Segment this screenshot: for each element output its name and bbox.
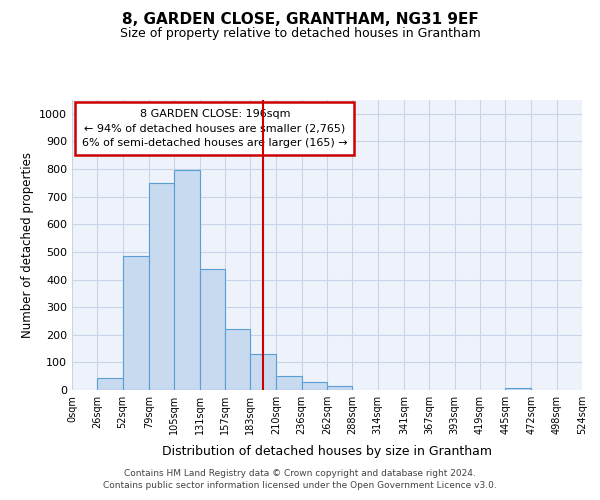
Bar	[122, 256, 149, 390]
Y-axis label: Number of detached properties: Number of detached properties	[20, 152, 34, 338]
Bar	[225, 329, 250, 390]
Bar	[277, 376, 302, 390]
Text: 8, GARDEN CLOSE, GRANTHAM, NG31 9EF: 8, GARDEN CLOSE, GRANTHAM, NG31 9EF	[122, 12, 478, 28]
Text: Size of property relative to detached houses in Grantham: Size of property relative to detached ho…	[119, 28, 481, 40]
Bar	[250, 354, 277, 390]
X-axis label: Distribution of detached houses by size in Grantham: Distribution of detached houses by size …	[162, 446, 492, 458]
Text: Contains HM Land Registry data © Crown copyright and database right 2024.: Contains HM Land Registry data © Crown c…	[124, 468, 476, 477]
Bar	[174, 170, 200, 390]
Bar	[302, 382, 327, 390]
Bar	[505, 388, 532, 390]
Text: 8 GARDEN CLOSE: 196sqm
← 94% of detached houses are smaller (2,765)
6% of semi-d: 8 GARDEN CLOSE: 196sqm ← 94% of detached…	[82, 108, 347, 148]
Bar	[327, 386, 352, 390]
Bar	[199, 269, 225, 390]
Text: Contains public sector information licensed under the Open Government Licence v3: Contains public sector information licen…	[103, 481, 497, 490]
Bar	[149, 183, 174, 390]
Bar	[97, 378, 122, 390]
